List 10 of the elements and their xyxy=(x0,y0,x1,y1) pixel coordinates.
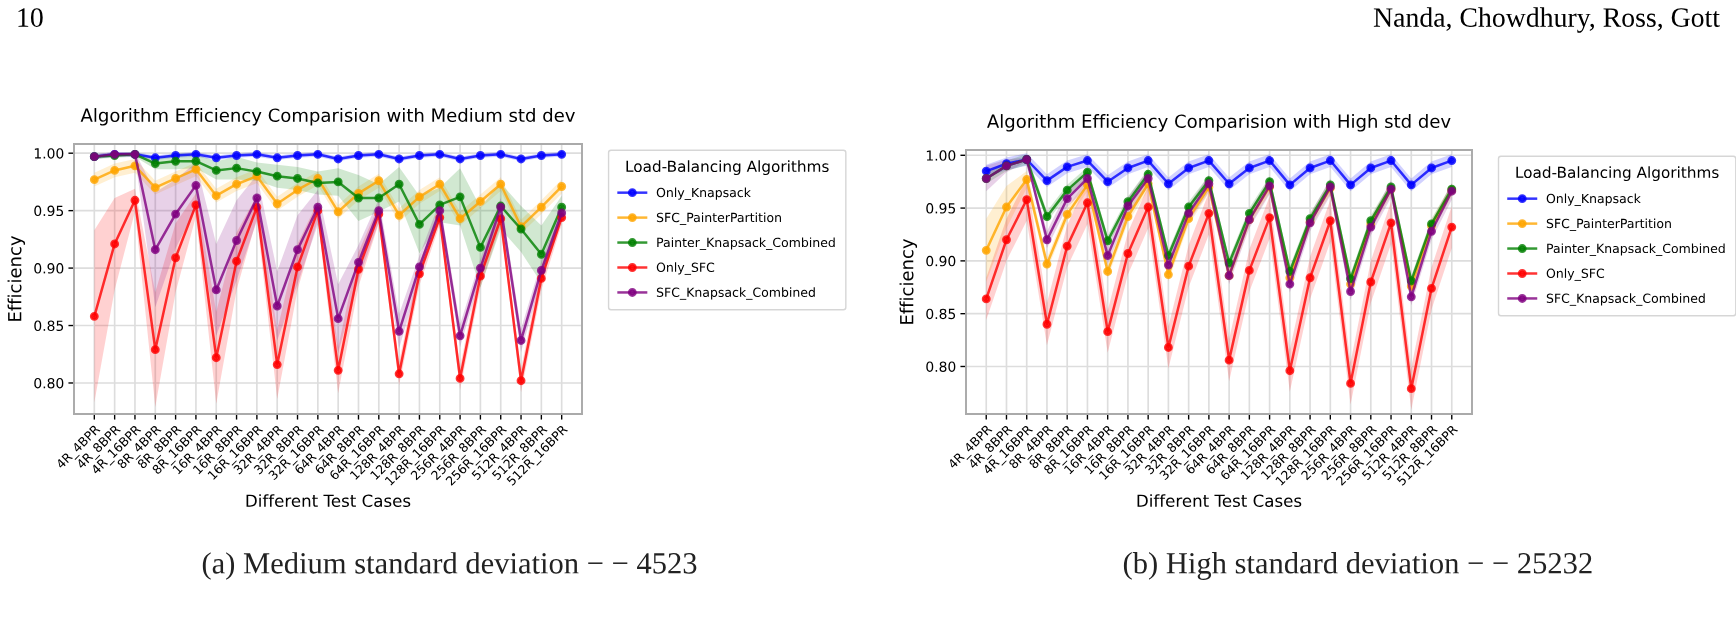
text: (b) High standard deviation − − 25232 xyxy=(1123,552,1592,580)
chart-title: Algorithm Efficiency Comparision with Medium std dev xyxy=(80,108,575,126)
y-axis-title: Efficiency xyxy=(7,235,26,321)
text: Nanda, Chowdhury, Ross, Gott xyxy=(1373,7,1720,33)
chart-title: Algorithm Efficiency Comparision with High std dev xyxy=(987,114,1451,132)
x-axis-title: Different Test Cases xyxy=(246,494,411,508)
x-axis-title: Different Test Cases xyxy=(1137,494,1302,508)
text: 10 xyxy=(18,8,43,27)
text: (a) Medium standard deviation − − 4523 xyxy=(202,552,697,580)
y-axis-title: Efficiency xyxy=(899,238,918,324)
